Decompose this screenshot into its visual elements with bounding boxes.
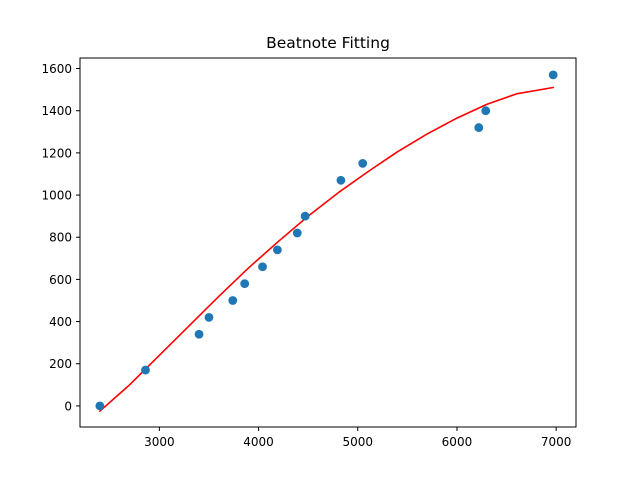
- data-point: [358, 159, 368, 168]
- data-point: [273, 245, 282, 255]
- y-tick-label: 1600: [41, 62, 72, 76]
- data-point: [336, 175, 346, 185]
- y-tick-label: 400: [49, 315, 72, 329]
- x-tick-label: 5000: [342, 435, 373, 449]
- y-tick-label: 1200: [41, 146, 72, 160]
- y-tick-label: 0: [64, 399, 72, 413]
- data-point: [204, 312, 214, 322]
- data-point: [141, 365, 150, 375]
- axes: 3000 4000 5000 6000 7000 0 200 400 600 800 1000 120…: [41, 62, 571, 449]
- data-point: [95, 401, 105, 411]
- x-tick-label: 3000: [144, 435, 175, 449]
- plot-area: [95, 70, 558, 412]
- data-point: [292, 228, 302, 238]
- y-tick-label: 600: [49, 273, 72, 287]
- x-tick-label: 4000: [243, 435, 274, 449]
- y-tick-label: 800: [49, 231, 72, 245]
- x-tick-label: 6000: [442, 435, 473, 449]
- y-tick-label: 200: [49, 357, 72, 371]
- data-point: [300, 211, 310, 221]
- data-point: [228, 296, 238, 305]
- axes-frame: [79, 57, 577, 428]
- fit-curve-line: [99, 86, 554, 412]
- data-point: [194, 329, 204, 339]
- data-point: [481, 106, 491, 116]
- data-point: [474, 123, 484, 132]
- x-tick-label: 7000: [541, 435, 572, 449]
- y-tick-label: 1000: [41, 189, 72, 203]
- data-point: [548, 70, 558, 80]
- y-tick-label: 1400: [41, 104, 72, 118]
- data-point: [240, 279, 250, 289]
- data-point: [258, 262, 267, 272]
- chart-title: Beatnote Fitting: [266, 34, 390, 52]
